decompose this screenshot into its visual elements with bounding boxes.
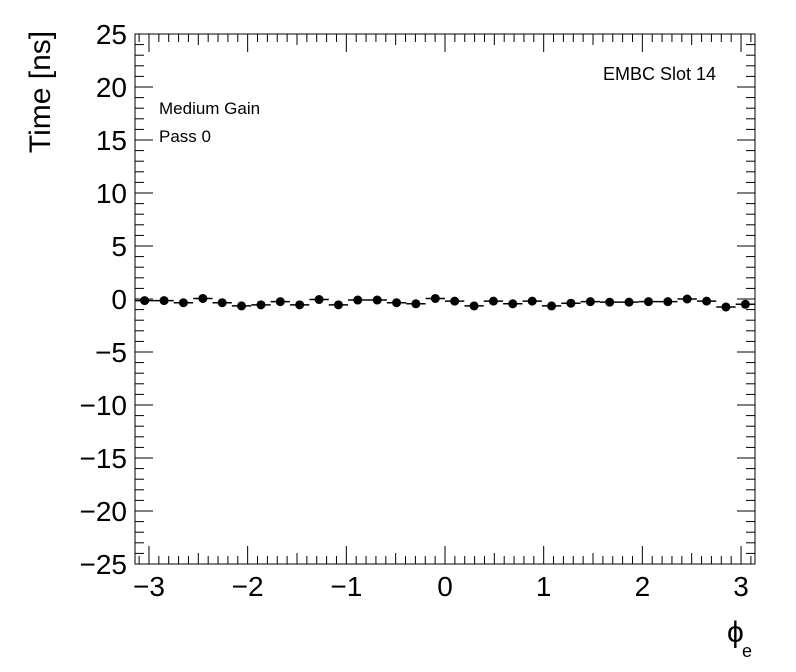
data-point	[275, 297, 285, 307]
y-tick-label: −25	[80, 549, 128, 580]
gain-label: Medium Gain	[159, 99, 260, 118]
x-tick-label: 1	[536, 571, 552, 602]
data-point	[372, 295, 382, 305]
data-point	[353, 295, 363, 305]
data-point	[740, 299, 750, 309]
data-point	[469, 301, 479, 311]
data-point	[314, 295, 324, 305]
data-point	[643, 297, 653, 307]
x-tick-label: −2	[232, 571, 264, 602]
data-point	[178, 298, 188, 308]
data-point	[295, 300, 305, 310]
data-point	[585, 297, 595, 307]
data-point	[508, 299, 518, 309]
pass-label: Pass 0	[159, 127, 211, 146]
data-point	[663, 297, 673, 307]
y-tick-label: −15	[80, 443, 128, 474]
data-point	[198, 293, 208, 303]
data-point	[333, 300, 343, 310]
x-tick-label: 2	[635, 571, 651, 602]
data-point	[159, 296, 169, 306]
data-point	[566, 298, 576, 308]
y-tick-label: 20	[96, 72, 127, 103]
data-point	[411, 299, 421, 309]
data-point	[450, 296, 460, 306]
y-tick-label: 25	[96, 19, 127, 50]
x-tick-label: 3	[733, 571, 749, 602]
data-point	[140, 296, 150, 306]
data-point	[256, 300, 266, 310]
data-point	[682, 294, 692, 304]
y-tick-label: 15	[96, 125, 127, 156]
x-tick-label: −3	[133, 571, 165, 602]
slot-label: EMBC Slot 14	[603, 64, 716, 84]
data-point	[430, 293, 440, 303]
y-tick-label: 0	[111, 284, 127, 315]
y-tick-label: 5	[111, 231, 127, 262]
y-axis-title: Time [ns]	[24, 31, 57, 153]
x-tick-label: −1	[330, 571, 362, 602]
data-point	[488, 296, 498, 306]
y-tick-label: −20	[80, 496, 128, 527]
data-point	[702, 296, 712, 306]
data-point	[721, 302, 731, 312]
y-tick-label: −10	[80, 390, 128, 421]
data-point	[605, 297, 615, 307]
y-tick-label: −5	[95, 337, 127, 368]
data-point	[217, 298, 227, 308]
y-tick-label: 10	[96, 178, 127, 209]
data-point	[527, 296, 537, 306]
data-series	[134, 293, 756, 312]
x-tick-label: 0	[437, 571, 453, 602]
x-axis-title: ϕ	[727, 616, 744, 649]
x-axis-title-subscript: e	[742, 641, 752, 661]
data-point	[547, 301, 557, 311]
data-point	[237, 301, 247, 311]
data-point	[392, 298, 402, 308]
data-point	[624, 297, 634, 307]
